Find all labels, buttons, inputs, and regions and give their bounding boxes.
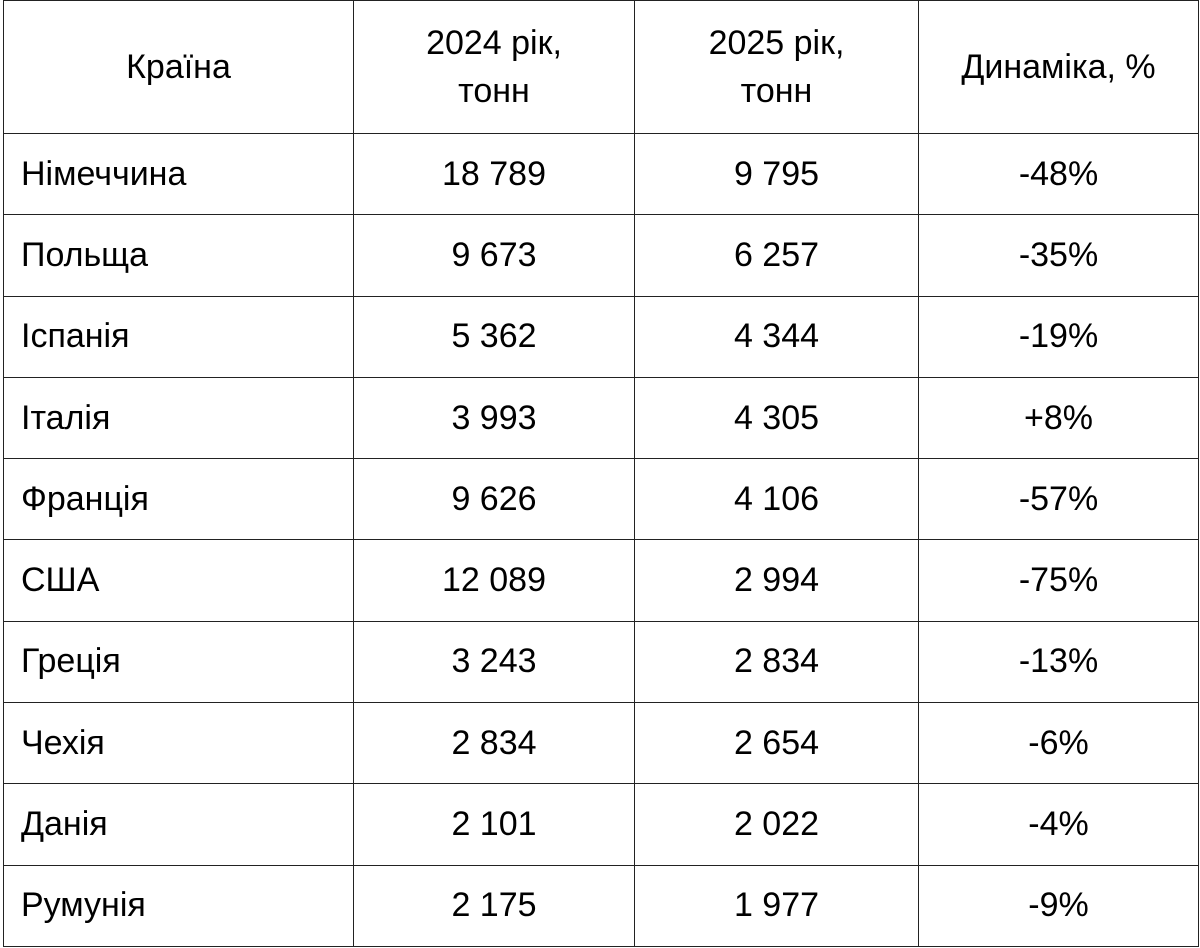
country-cell: Польща (3, 214, 354, 297)
table-row: Польща 9 673 6 257 -35% (3, 214, 1199, 297)
value-cell: -48% (918, 132, 1199, 216)
value-cell: 3 993 (353, 376, 635, 460)
country-cell: Чехія (3, 702, 354, 785)
country-cell: США (3, 539, 354, 622)
table-row: Чехія 2 834 2 654 -6% (3, 702, 1199, 785)
value-cell: -57% (918, 458, 1199, 541)
table-head: Країна 2024 рік, тонн 2025 рік, тонн Динаміка… (3, 0, 1199, 134)
value-cell: -9% (918, 864, 1199, 948)
table-row: Данія 2 101 2 022 -4% (3, 783, 1199, 866)
header-text: 2024 рік, (426, 24, 562, 62)
country-cell: Румунія (3, 864, 354, 948)
header-cell: 2024 рік, тонн (353, 0, 635, 134)
value-cell: 2 654 (634, 702, 919, 785)
value-cell: 2 101 (353, 783, 635, 866)
country-cell: Данія (3, 783, 354, 866)
header-text: Динаміка, % (961, 48, 1156, 86)
header-cell: Країна (3, 0, 354, 134)
value-cell: -6% (918, 702, 1199, 785)
table-row: Німеччина 18 789 9 795 -48% (3, 132, 1199, 216)
value-cell: 12 089 (353, 539, 635, 622)
table-row: Італія 3 993 4 305 +8% (3, 376, 1199, 460)
table-row: Греція 3 243 2 834 -13% (3, 620, 1199, 704)
value-cell: 4 305 (634, 376, 919, 460)
table-row: Франція 9 626 4 106 -57% (3, 458, 1199, 541)
header-text: 2025 рік, (708, 24, 845, 62)
header-row: Країна 2024 рік, тонн 2025 рік, тонн Динаміка… (3, 0, 1199, 134)
value-cell: 2 834 (353, 702, 635, 785)
value-cell: 2 994 (634, 539, 919, 622)
value-cell: 2 175 (353, 864, 635, 948)
country-cell: Франція (3, 458, 354, 541)
table-row: США 12 089 2 994 -75% (3, 539, 1199, 622)
header-text: тонн (740, 72, 813, 110)
table-body: Німеччина 18 789 9 795 -48% Польща 9 673 6 257… (3, 132, 1199, 948)
table-row: Іспанія 5 362 4 344 -19% (3, 295, 1199, 378)
header-cell: Динаміка, % (918, 0, 1199, 134)
value-cell: -75% (918, 539, 1199, 622)
value-cell: 9 795 (634, 132, 919, 216)
header-text: Країна (126, 48, 231, 86)
value-cell: 4 344 (634, 295, 919, 378)
value-cell: 9 626 (353, 458, 635, 541)
country-cell: Греція (3, 620, 354, 704)
value-cell: 18 789 (353, 132, 635, 216)
value-cell: 1 977 (634, 864, 919, 948)
value-cell: 2 834 (634, 620, 919, 704)
value-cell: -35% (918, 214, 1199, 297)
value-cell: +8% (918, 376, 1199, 460)
value-cell: 6 257 (634, 214, 919, 297)
data-table: Країна 2024 рік, тонн 2025 рік, тонн Динаміка… (3, 0, 1199, 948)
value-cell: 5 362 (353, 295, 635, 378)
table-row: Румунія 2 175 1 977 -9% (3, 864, 1199, 948)
value-cell: 2 022 (634, 783, 919, 866)
value-cell: 4 106 (634, 458, 919, 541)
value-cell: 3 243 (353, 620, 635, 704)
country-cell: Німеччина (3, 132, 354, 216)
value-cell: -4% (918, 783, 1199, 866)
country-cell: Італія (3, 376, 354, 460)
value-cell: -13% (918, 620, 1199, 704)
header-text: тонн (458, 72, 530, 110)
value-cell: -19% (918, 295, 1199, 378)
country-cell: Іспанія (3, 295, 354, 378)
value-cell: 9 673 (353, 214, 635, 297)
header-cell: 2025 рік, тонн (634, 0, 919, 134)
